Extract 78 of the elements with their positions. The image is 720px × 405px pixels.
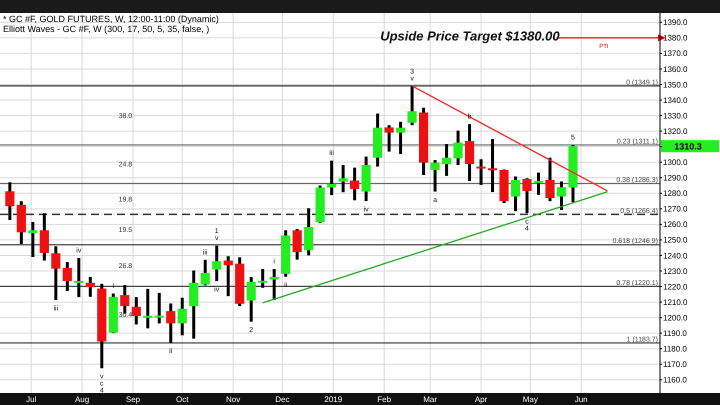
candlestick [74, 258, 84, 298]
x-tick-label: Oct [176, 395, 190, 404]
y-tick-label: 1360.0 [663, 64, 688, 74]
x-tick-label: Aug [74, 395, 90, 404]
y-tick-label: 1210.0 [663, 298, 688, 307]
candlestick [292, 229, 302, 260]
y-tick-label: 1180.0 [663, 344, 688, 354]
x-tick-label: Dec [275, 395, 290, 404]
candlestick [51, 246, 60, 300]
y-tick-label: 1280.0 [663, 189, 688, 198]
y-tick-label: 1170.0 [663, 360, 688, 370]
text: Elliott Waves - GC #F, W (300, 17, 50, 5, 35, false, ) [3, 24, 210, 34]
y-tick-label: 1260.0 [663, 220, 688, 230]
candlestick [464, 124, 474, 182]
y-tick-label: 1230.0 [663, 266, 688, 276]
candlestick [120, 285, 130, 314]
candlestick [396, 122, 406, 154]
x-tick-label: 2019 [324, 395, 343, 404]
candlestick [384, 125, 394, 152]
candlestick [86, 276, 95, 297]
candlestick [522, 178, 532, 214]
x-tick-label: Mar [423, 395, 438, 404]
candlestick [143, 288, 152, 328]
y-tick-label: 1290.0 [663, 174, 688, 183]
y-tick-label: 1270.0 [663, 204, 688, 214]
candlestick [488, 139, 498, 192]
y-tick-label: 1200.0 [663, 313, 688, 322]
candlestick [476, 159, 486, 185]
x-tick-label: Jul [26, 395, 37, 404]
candlestick [510, 176, 520, 212]
candlestick [545, 158, 555, 202]
candlestick [350, 168, 360, 200]
candlestick [338, 165, 348, 192]
text: 1310.3 [674, 142, 702, 152]
y-tick-label: 1370.0 [663, 49, 688, 58]
y-tick-label: 1350.0 [663, 80, 688, 90]
y-tick-label: 1330.0 [663, 111, 688, 120]
y-tick-label: 1340.0 [663, 96, 688, 105]
y-tick-label: 1240.0 [663, 251, 688, 260]
candlestick [154, 292, 164, 324]
candlestick [534, 172, 544, 195]
candlestick [453, 130, 463, 165]
candlestick [212, 246, 222, 282]
chart-title: * GC #F, GOLD FUTURES, W, 12:00-11:00 (Dynamic) [3, 14, 219, 24]
candlestick [224, 256, 233, 296]
candlestick [556, 181, 566, 210]
candlestick [189, 270, 198, 339]
candlestick [304, 208, 314, 256]
y-tick-label: 1390.0 [663, 18, 688, 28]
y-tick-label: 1190.0 [663, 328, 688, 338]
y-tick-label: 1160.0 [663, 376, 688, 385]
y-tick-label: 1250.0 [663, 236, 688, 245]
candlestick [132, 297, 141, 324]
candlestick [442, 144, 452, 176]
x-tick-label: Nov [226, 395, 240, 404]
x-tick-label: May [522, 395, 538, 404]
candlestick [28, 222, 38, 258]
candlestick [166, 303, 176, 343]
annotation: Upside Price Target $1380.00 [380, 28, 560, 44]
x-tick-label: Apr [474, 395, 488, 404]
candlestick [200, 260, 210, 286]
candlestick [246, 276, 256, 322]
y-tick-label: 1220.0 [663, 282, 688, 292]
candlestick [327, 160, 336, 196]
y-tick-label: 1380.0 [663, 34, 688, 43]
candlestick [178, 298, 187, 336]
candlestick [407, 86, 417, 126]
x-tick-label: Feb [377, 395, 392, 404]
candlestick [430, 160, 440, 192]
x-tick-label: Sep [126, 395, 141, 404]
x-tick-label: Jun [574, 395, 588, 404]
candlestick [5, 182, 14, 220]
candlestick [62, 262, 72, 292]
y-tick-label: 1300.0 [663, 158, 688, 167]
candlestick [258, 268, 268, 288]
candlestick [40, 213, 49, 261]
candlestick [270, 268, 279, 300]
y-tick-label: 1320.0 [663, 126, 688, 136]
